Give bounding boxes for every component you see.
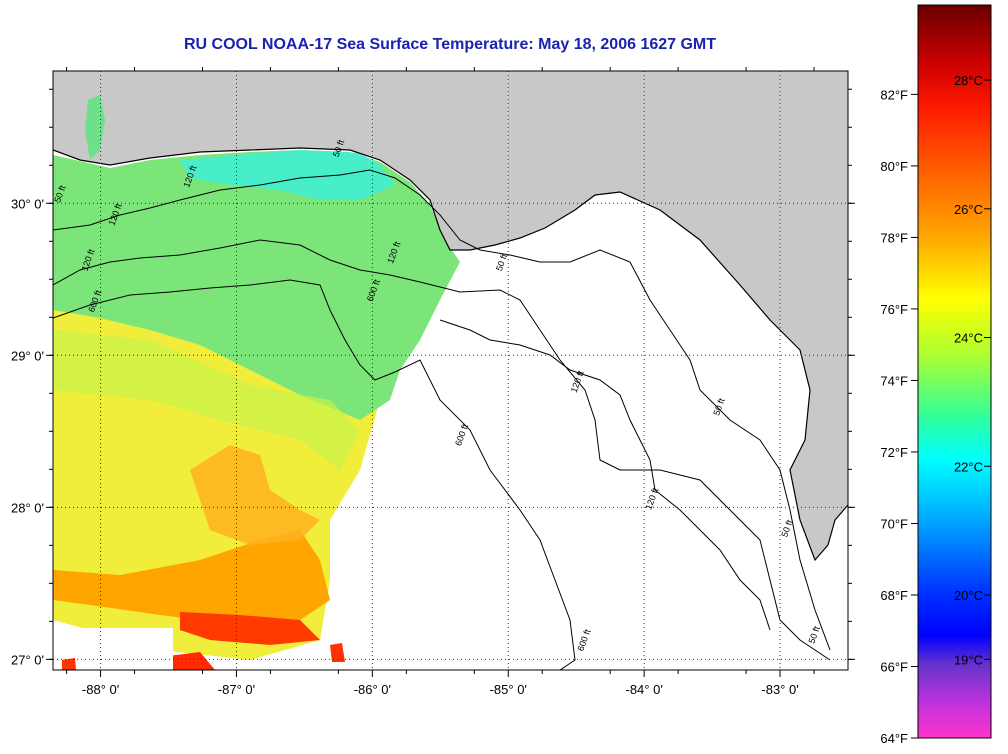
colorbar-c-label: 28°C (954, 73, 983, 88)
colorbar-f-label: 82°F (880, 87, 908, 102)
colorbar-f-label: 72°F (880, 445, 908, 460)
axes: -88° 0' -87° 0' -86° 0' -85° 0' -84° 0' -83° … (11, 67, 855, 697)
map-layers (53, 71, 848, 670)
lat-tick-label: 28° 0' (11, 500, 44, 515)
contour-120ft-west (53, 239, 831, 661)
colorbar-f-label: 78°F (880, 230, 908, 245)
colorbar-f-label: 80°F (880, 159, 908, 174)
lat-tick-label: 27° 0' (11, 652, 44, 667)
colorbar-f-label: 70°F (880, 516, 908, 531)
lat-lon-grid (53, 71, 848, 670)
colorbar (917, 4, 992, 739)
lon-tick-label: -85° 0' (490, 682, 527, 697)
lon-tick-label: -84° 0' (625, 682, 662, 697)
sst-green-region (53, 150, 460, 420)
colorbar-ticks: 82°F 80°F 78°F 76°F 74°F 72°F 70°F 68°F 66°F 64°F… (880, 73, 991, 746)
sst-yellow-transition (53, 330, 360, 470)
colorbar-c-label: 24°C (954, 331, 983, 346)
lon-tick-label: -87° 0' (218, 682, 255, 697)
sst-cyan-nearshore (180, 150, 395, 200)
mobile-bay (85, 95, 105, 160)
lon-tick-label: -88° 0' (82, 682, 119, 697)
coastline (53, 147, 848, 562)
map-title: RU COOL NOAA-17 Sea Surface Temperature:… (183, 36, 717, 53)
contour-inner-shelf (439, 319, 771, 631)
colorbar-c-label: 26°C (954, 202, 983, 217)
plot-frame (52, 70, 849, 671)
isobath-contours (53, 169, 831, 670)
sst-red-patch-southwest (62, 658, 76, 670)
lon-tick-label: -83° 0' (761, 682, 798, 697)
contour-50ft-west (53, 169, 831, 651)
colorbar-f-label: 68°F (880, 588, 908, 603)
lat-tick-label: 30° 0' (11, 196, 44, 211)
colorbar-c-label: 20°C (954, 588, 983, 603)
colorbar-c-label: 22°C (954, 459, 983, 474)
colorbar-f-label: 64°F (880, 731, 908, 746)
colorbar-f-label: 76°F (880, 302, 908, 317)
sst-orange-band (53, 530, 330, 625)
colorbar-f-label: 74°F (880, 373, 908, 388)
lon-tick-label: -86° 0' (354, 682, 391, 697)
land-mass (53, 71, 848, 560)
sst-orange-eddy (190, 445, 320, 545)
contour-600ft-west (53, 279, 576, 670)
colorbar-c-label: 19°C (954, 652, 983, 667)
sst-red-band (180, 612, 320, 645)
lat-tick-label: 29° 0' (11, 348, 44, 363)
sst-red-patch-east (330, 643, 345, 662)
colorbar-f-label: 66°F (880, 659, 908, 674)
